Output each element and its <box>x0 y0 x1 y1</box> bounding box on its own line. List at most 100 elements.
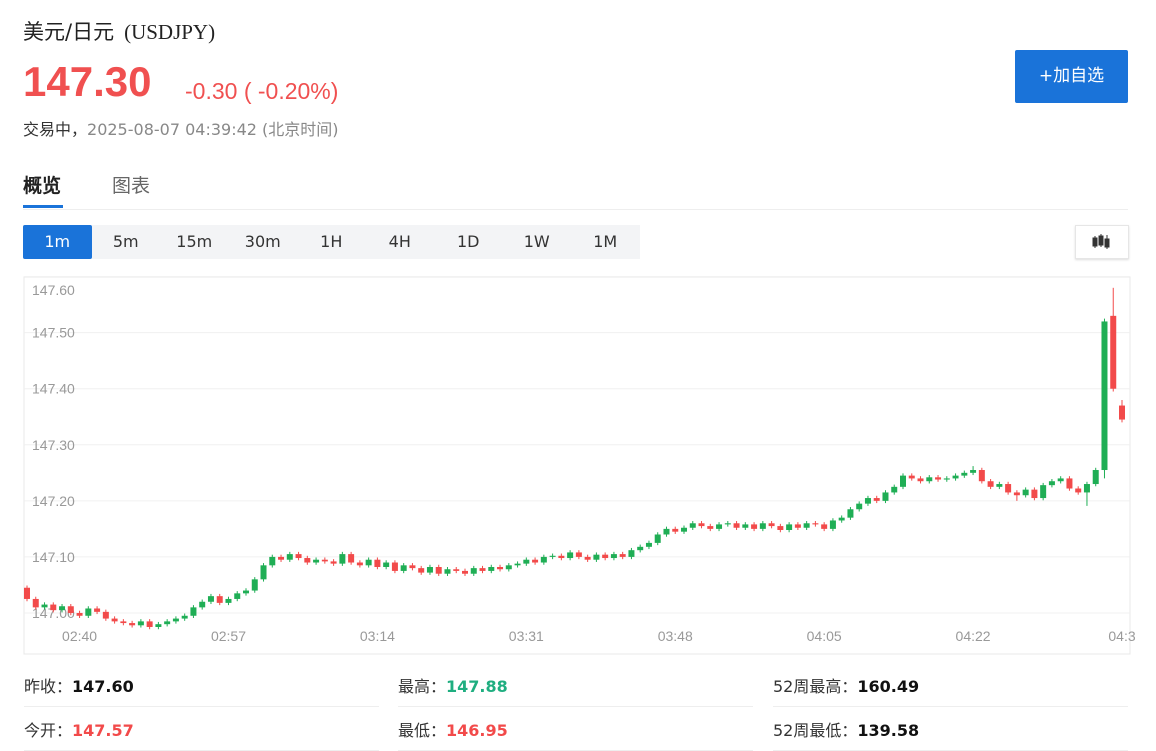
candle-body <box>356 562 363 566</box>
tab[interactable]: 图表 <box>112 175 151 197</box>
tab-indicator <box>23 205 63 208</box>
candle-body <box>94 608 101 612</box>
candle-body <box>330 561 337 564</box>
stat-item: 今开：147.57 <box>24 717 134 741</box>
candle-body <box>269 556 276 566</box>
x-tick-label: 04:22 <box>956 628 991 644</box>
period-button[interactable]: 15m <box>176 232 213 251</box>
candle-body <box>1119 405 1125 420</box>
candle-body <box>532 559 539 563</box>
period-button[interactable]: 5m <box>112 232 139 251</box>
period-button[interactable]: 1W <box>523 232 550 251</box>
candle-body <box>698 523 705 527</box>
candle-body <box>681 527 687 532</box>
candle-body <box>67 606 74 613</box>
tab[interactable]: 概览 <box>23 175 62 197</box>
candle-body <box>935 477 942 480</box>
candle-body <box>619 554 626 557</box>
period-button[interactable]: 30m <box>244 232 281 251</box>
candle-body <box>926 477 933 482</box>
candle-body <box>961 472 968 476</box>
period-button[interactable]: 1m <box>23 225 92 259</box>
chart-type-button[interactable] <box>1075 225 1129 259</box>
candle-body <box>540 556 547 563</box>
candle-body <box>199 601 206 608</box>
candle-body <box>400 565 407 571</box>
candle-body <box>24 587 30 599</box>
x-tick-label: 03:31 <box>509 628 544 644</box>
candle-body <box>558 555 565 559</box>
candle-body <box>304 558 311 563</box>
candle-body <box>768 523 775 527</box>
candle-body <box>435 567 442 574</box>
candle-body <box>602 554 609 559</box>
candle-body <box>129 623 136 626</box>
candle-body <box>812 523 819 525</box>
candle-body <box>295 554 302 559</box>
candle-body <box>987 481 994 487</box>
candle-body <box>724 523 731 525</box>
candle-body <box>803 523 810 528</box>
candle-body <box>1048 481 1055 486</box>
candle-body <box>497 567 504 570</box>
candle-body <box>952 475 959 479</box>
timezone: (北京时间) <box>262 120 339 139</box>
candle-body <box>1110 315 1117 389</box>
candle-body <box>286 554 293 560</box>
divider <box>398 706 753 707</box>
y-tick-label: 147.50 <box>32 325 75 341</box>
add-watchlist-button[interactable]: +加自选 <box>1015 50 1128 103</box>
candle-body <box>190 607 197 616</box>
candle-body <box>1031 489 1038 499</box>
candle-body <box>1066 478 1073 489</box>
y-tick-label: 147.10 <box>32 549 75 565</box>
x-tick-label: 04:3 <box>1108 628 1135 644</box>
candle-body <box>1022 489 1029 496</box>
candle-body <box>847 509 854 518</box>
candle-body <box>146 621 153 627</box>
candle-body <box>593 554 600 560</box>
trade-status: 交易中，2025-08-07 04:39:42 (北京时间) <box>23 116 339 140</box>
candle-body <box>1092 470 1099 485</box>
candle-body <box>996 484 1003 487</box>
candle-body <box>549 555 556 557</box>
stat-label: 最低： <box>398 721 447 740</box>
y-tick-label: 147.40 <box>32 381 75 397</box>
candle-body <box>85 608 92 616</box>
stat-label: 最高： <box>398 677 447 696</box>
price-change: -0.30 ( -0.20%) <box>185 78 339 104</box>
candle-body <box>321 559 328 562</box>
candle-body <box>838 517 845 521</box>
candle-body <box>864 498 871 504</box>
stat-item: 最高：147.88 <box>398 673 508 697</box>
candle-body <box>505 565 512 570</box>
candle-body <box>628 550 635 557</box>
candle-body <box>137 621 144 626</box>
candle-body <box>637 546 644 551</box>
candle-body <box>777 526 784 530</box>
period-button[interactable]: 1D <box>457 232 480 251</box>
candle-body <box>567 552 574 559</box>
candle-body <box>444 569 451 574</box>
stat-value: 139.58 <box>857 721 920 740</box>
candle-body <box>59 606 66 611</box>
stat-value: 147.88 <box>446 677 508 696</box>
period-button[interactable]: 4H <box>388 232 411 251</box>
divider <box>23 209 1128 210</box>
x-tick-label: 02:57 <box>211 628 246 644</box>
candle-body <box>900 475 906 487</box>
period-button[interactable]: 1M <box>593 232 618 251</box>
candle-body <box>610 554 617 559</box>
stat-value: 160.49 <box>857 677 920 696</box>
x-tick-label: 03:14 <box>360 628 395 644</box>
candle-body <box>426 567 433 573</box>
y-tick-label: 147.00 <box>32 605 75 621</box>
x-tick-label: 03:48 <box>658 628 693 644</box>
candle-body <box>978 470 985 482</box>
stat-label: 52周最低： <box>773 721 858 740</box>
candle-body <box>155 624 162 627</box>
period-button[interactable]: 1H <box>320 232 343 251</box>
candle-body <box>470 568 477 574</box>
candle-body <box>742 524 749 528</box>
candle-body <box>584 556 591 560</box>
